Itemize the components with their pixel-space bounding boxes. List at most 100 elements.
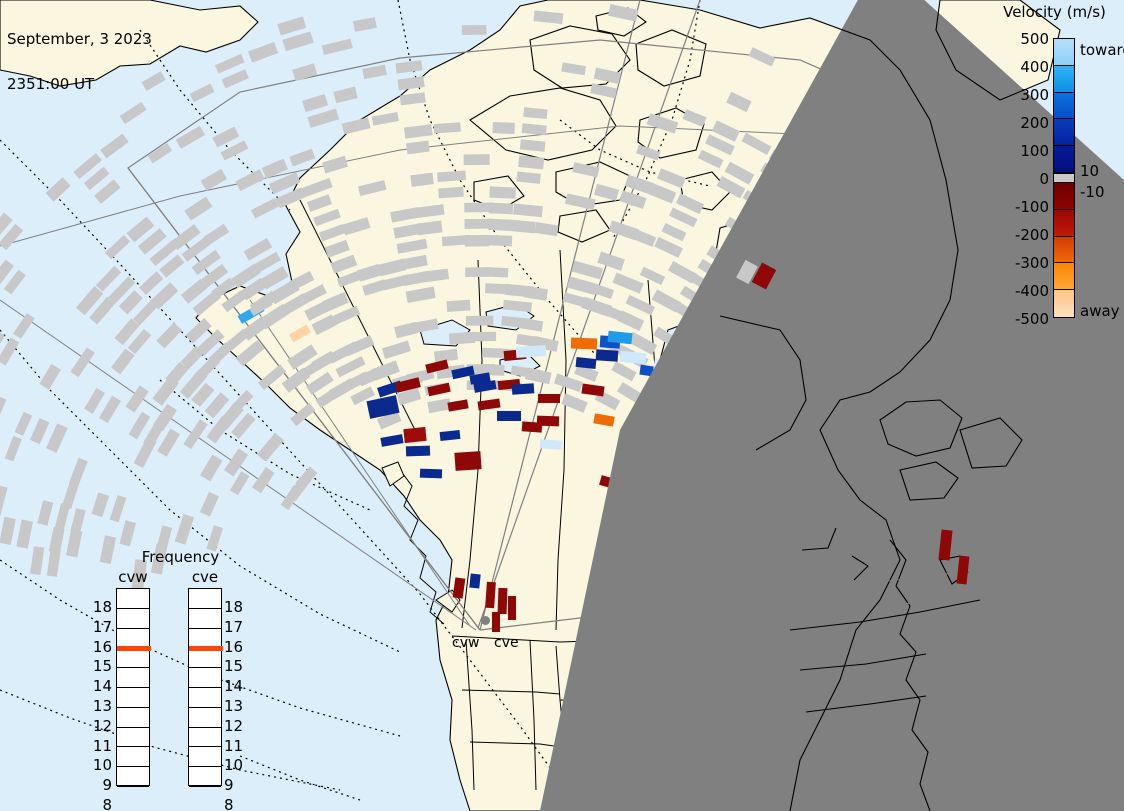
ground-scatter-cell [175, 125, 206, 149]
colorbar-away-label: away [1080, 302, 1120, 320]
ground-scatter-cell [189, 83, 215, 103]
colorbar-segment [1054, 39, 1074, 66]
ground-scatter-cell [46, 423, 68, 453]
ground-scatter-cell [118, 290, 143, 315]
ground-scatter-cell [635, 144, 661, 161]
ground-scatter-cell [252, 251, 281, 274]
ground-scatter-cell [174, 513, 195, 545]
ground-scatter-cell [519, 139, 546, 152]
ground-scatter-cell [159, 254, 185, 278]
frequency-cell [189, 767, 221, 787]
frequency-cell [189, 688, 221, 708]
ground-scatter-cell [356, 264, 382, 282]
ground-scatter-cell [91, 492, 110, 518]
ground-scatter-cell [184, 196, 213, 221]
ground-scatter-cell [396, 238, 428, 254]
ground-scatter-cell [240, 278, 267, 301]
ground-scatter-cell [119, 101, 147, 125]
frequency-scale-tick: 13 [92, 697, 112, 715]
ground-scatter-cell [306, 194, 333, 212]
ground-scatter-cell [416, 220, 443, 236]
ground-scatter-cell [654, 236, 683, 258]
frequency-marker [189, 646, 223, 652]
ground-scatter-cell [153, 403, 177, 432]
frequency-cell [189, 589, 221, 609]
ground-scatter-cell [282, 31, 314, 52]
frequency-cell [189, 708, 221, 728]
colorbar-title: Velocity (m/s) [1003, 3, 1106, 21]
ground-scatter-cell [29, 418, 50, 445]
ground-scatter-cell [518, 155, 545, 170]
frequency-bar [116, 588, 151, 787]
ground-scatter-cell [427, 398, 452, 414]
ground-scatter-cell [402, 270, 431, 286]
ground-scatter-cell [150, 282, 179, 310]
frequency-scale-tick: 17 [224, 617, 244, 636]
frequency-marker [117, 646, 151, 652]
ground-scatter-cell [513, 203, 543, 218]
ground-scatter-cell [318, 224, 346, 242]
velocity-cell [405, 445, 431, 457]
velocity-cell [249, 298, 273, 316]
velocity-cell [485, 581, 496, 609]
frequency-cell [117, 767, 149, 787]
ground-scatter-cell [433, 122, 461, 134]
frequency-scale-tick: 9 [224, 776, 234, 795]
frequency-scale-tick: 15 [92, 657, 112, 676]
ground-scatter-cell [342, 217, 371, 236]
ground-scatter-cell [147, 142, 173, 164]
ground-scatter-cell [343, 335, 375, 357]
ground-scatter-cell [243, 237, 273, 261]
ground-scatter-cell [231, 412, 256, 439]
velocity-cell [619, 350, 647, 365]
frequency-cell [117, 747, 149, 768]
ground-scatter-cell [335, 356, 366, 378]
ground-scatter-cell [16, 519, 34, 549]
ground-scatter-cell [650, 183, 677, 204]
colorbar-segment [1054, 209, 1074, 237]
ground-scatter-cell [73, 153, 102, 180]
ground-scatter-cell [617, 310, 645, 332]
velocity-cell [419, 468, 443, 479]
ground-scatter-cell [639, 266, 666, 286]
frequency-scale-tick: 11 [92, 736, 112, 755]
ground-scatter-cell [574, 363, 599, 382]
ground-scatter-cell [534, 222, 559, 237]
ground-scatter-cell [466, 331, 497, 342]
ground-scatter-cell [200, 454, 223, 482]
ground-scatter-cell [362, 64, 387, 80]
ground-scatter-cell [399, 254, 428, 271]
ground-scatter-cell [397, 76, 425, 91]
ground-scatter-cell [463, 154, 490, 166]
ground-scatter-cell [37, 500, 54, 526]
ground-scatter-cell [441, 234, 471, 247]
ground-scatter-cell [157, 428, 181, 457]
ground-scatter-cell [631, 228, 657, 247]
frequency-scale-tick: 15 [224, 657, 244, 676]
velocity-cell [593, 413, 615, 427]
velocity-cell [497, 587, 508, 615]
velocity-cell [366, 395, 400, 419]
ground-scatter-cell [192, 289, 222, 316]
frequency-cell [117, 648, 149, 669]
ground-scatter-cell [586, 281, 615, 300]
ground-scatter-cell [330, 305, 361, 326]
ground-scatter-cell [68, 457, 88, 487]
ground-scatter-cell [322, 291, 349, 312]
ground-scatter-cell [305, 371, 334, 395]
ground-scatter-cell [111, 348, 135, 375]
ground-scatter-cell [464, 202, 494, 213]
ground-scatter-cell [229, 471, 250, 496]
velocity-cell [425, 359, 449, 374]
ground-scatter-cell [290, 402, 316, 427]
ground-scatter-cell [220, 140, 249, 161]
frequency-column-label: cve [191, 568, 219, 586]
ground-scatter-cell [593, 183, 620, 201]
ground-scatter-cell [201, 263, 229, 288]
ground-scatter-cell [341, 117, 371, 135]
frequency-scale-tick: 14 [224, 677, 244, 696]
ground-scatter-cell [371, 112, 399, 126]
velocity-cell [439, 429, 461, 442]
velocity-cell [536, 415, 560, 427]
